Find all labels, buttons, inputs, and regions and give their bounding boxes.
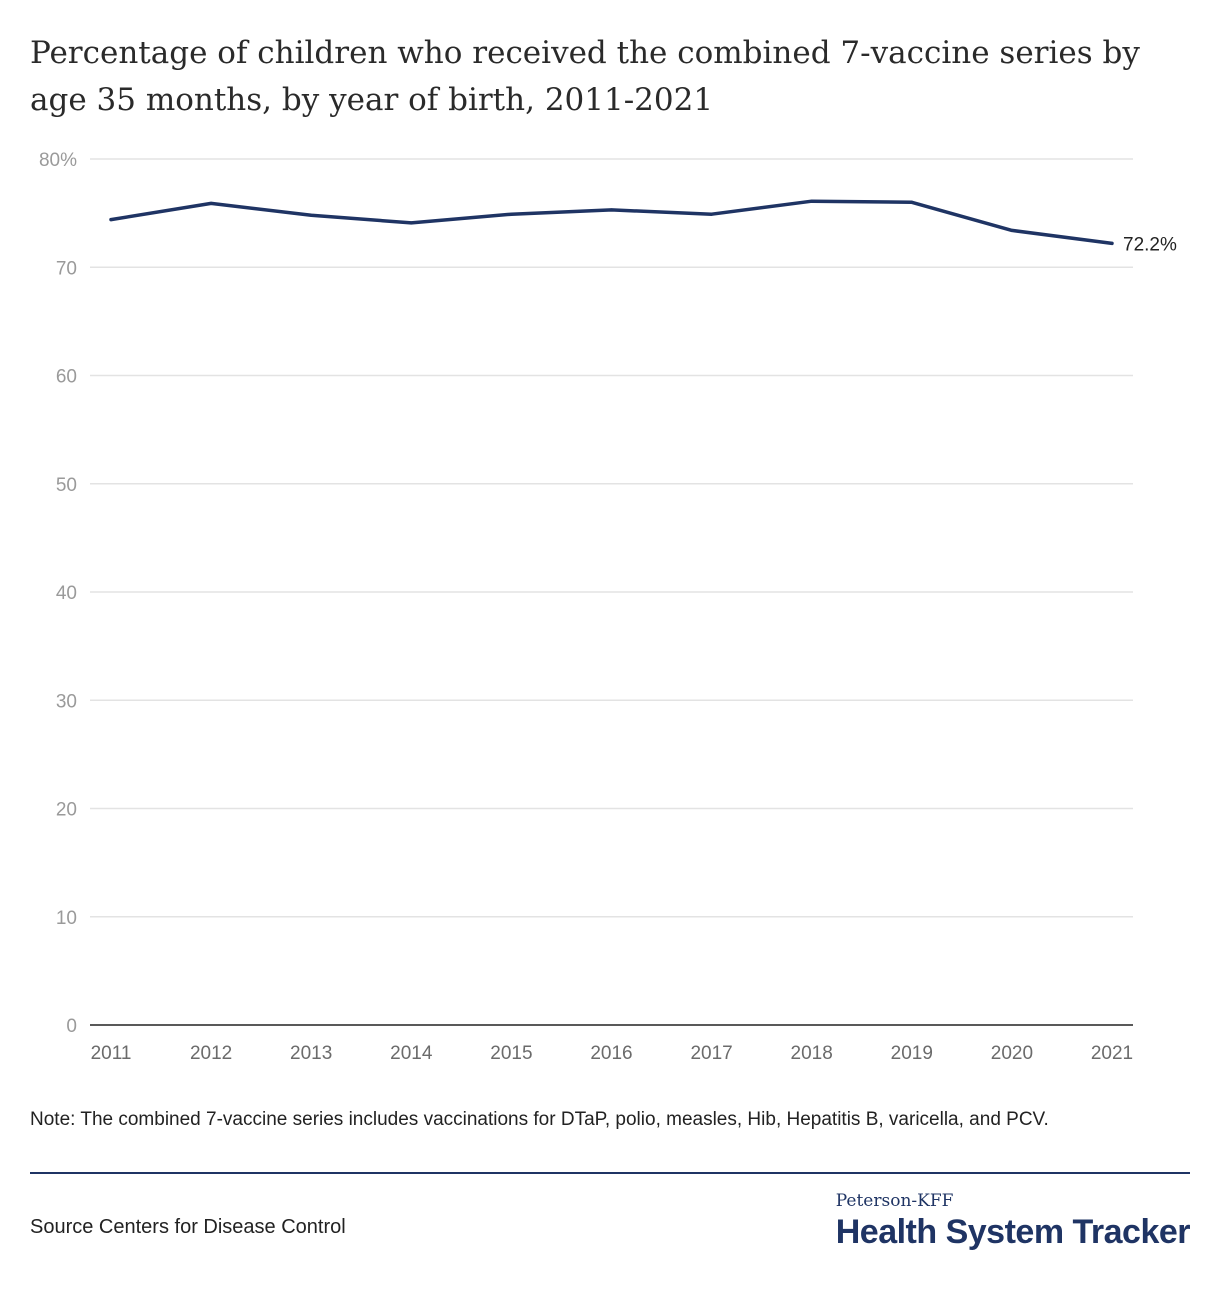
- brand-logo-main: Health System Tracker: [835, 1213, 1191, 1251]
- x-tick-label: 2011: [91, 1043, 132, 1064]
- data-point: [309, 213, 313, 217]
- chart-title: Percentage of children who received the …: [30, 35, 1140, 118]
- data-point: [710, 212, 714, 216]
- y-tick-label: 60: [56, 367, 77, 388]
- x-tick-label: 2017: [690, 1043, 732, 1064]
- data-point: [1110, 241, 1114, 245]
- data-point: [810, 199, 814, 203]
- x-tick-label: 2014: [390, 1043, 433, 1064]
- y-axis-tick-labels: 0 10 20 30 40 50 60 70 80%: [39, 150, 77, 1037]
- x-tick-label: 2021: [1091, 1043, 1133, 1064]
- x-axis-tick-labels: 2011 2012 2013 2014 2015 2016 2017 2018 2019 2020…: [91, 1043, 1134, 1064]
- chart-note: Note: The combined 7-vaccine series incl…: [30, 1109, 1049, 1130]
- y-tick-label: 20: [56, 800, 77, 821]
- gridlines: [90, 158, 1133, 918]
- x-tick-label: 2018: [791, 1043, 833, 1064]
- y-tick-label: 10: [56, 908, 77, 929]
- y-tick-label: 70: [56, 258, 77, 279]
- data-point: [409, 221, 413, 225]
- x-tick-label: 2015: [490, 1043, 532, 1064]
- data-point: [610, 208, 613, 212]
- x-tick-label: 2016: [590, 1043, 632, 1064]
- y-tick-label: 50: [56, 475, 77, 496]
- brand-logo-top: Peterson-KFF: [835, 1191, 954, 1211]
- x-tick-label: 2020: [991, 1043, 1033, 1064]
- y-tick-label: 80%: [39, 150, 77, 171]
- y-tick-label: 0: [66, 1016, 77, 1037]
- data-point: [910, 200, 914, 204]
- brand-logo: Peterson-KFF Health System Tracker: [835, 1190, 1191, 1252]
- series-lines: [109, 199, 1114, 246]
- x-tick-label: 2012: [190, 1043, 232, 1064]
- x-tick-label: 2019: [891, 1043, 933, 1064]
- footer-divider: [30, 1172, 1190, 1174]
- data-point: [509, 212, 513, 216]
- data-point: [1010, 228, 1014, 232]
- y-tick-label: 40: [56, 583, 77, 604]
- end-value-label: 72.2%: [1123, 234, 1177, 255]
- source-text: Source Centers for Disease Control: [30, 1216, 346, 1238]
- data-point: [209, 201, 213, 205]
- y-tick-label: 30: [56, 691, 77, 712]
- series-line: [109, 199, 1114, 246]
- x-tick-label: 2013: [290, 1043, 332, 1064]
- data-point: [109, 218, 113, 222]
